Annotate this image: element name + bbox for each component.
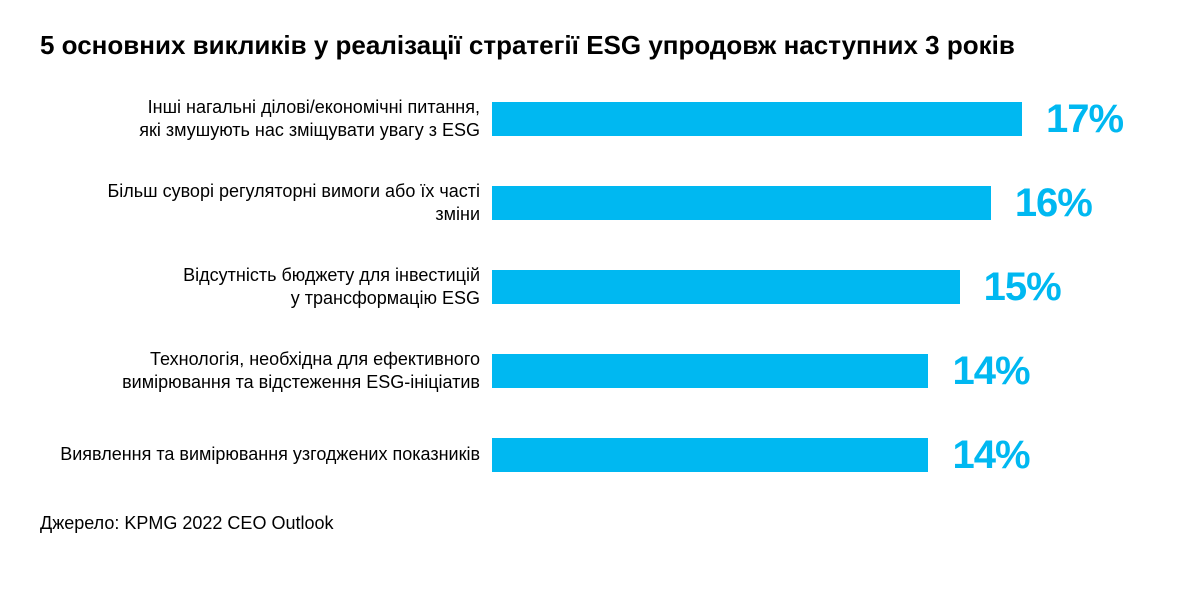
bar-wrap: 17%	[492, 97, 1160, 142]
bar-label: Інші нагальні ділові/економічні питання,…	[60, 96, 492, 143]
bar	[492, 354, 928, 388]
bar	[492, 270, 960, 304]
bar-value: 14%	[952, 433, 1029, 478]
bar-chart: Інші нагальні ділові/економічні питання,…	[60, 91, 1160, 483]
source-text: Джерело: KPMG 2022 CEO Outlook	[40, 513, 1160, 534]
bar-label: Виявлення та вимірювання узгоджених пока…	[60, 443, 492, 466]
bar-value: 17%	[1046, 97, 1123, 142]
bar-wrap: 16%	[492, 181, 1160, 226]
bar-row: Відсутність бюджету для інвестиційу тран…	[60, 259, 1160, 315]
bar-label: Більш суворі регуляторні вимоги або їх ч…	[60, 180, 492, 227]
bar-row: Технологія, необхідна для ефективноговим…	[60, 343, 1160, 399]
bar-row: Виявлення та вимірювання узгоджених пока…	[60, 427, 1160, 483]
bar	[492, 102, 1022, 136]
bar-label: Технологія, необхідна для ефективноговим…	[60, 348, 492, 395]
chart-title: 5 основних викликів у реалізації стратег…	[40, 30, 1160, 61]
bar-wrap: 14%	[492, 433, 1160, 478]
bar-row: Більш суворі регуляторні вимоги або їх ч…	[60, 175, 1160, 231]
bar-row: Інші нагальні ділові/економічні питання,…	[60, 91, 1160, 147]
bar-label: Відсутність бюджету для інвестиційу тран…	[60, 264, 492, 311]
bar-value: 15%	[984, 265, 1061, 310]
bar-wrap: 15%	[492, 265, 1160, 310]
bar	[492, 438, 928, 472]
bar-value: 14%	[952, 349, 1029, 394]
bar-wrap: 14%	[492, 349, 1160, 394]
bar-value: 16%	[1015, 181, 1092, 226]
bar	[492, 186, 991, 220]
